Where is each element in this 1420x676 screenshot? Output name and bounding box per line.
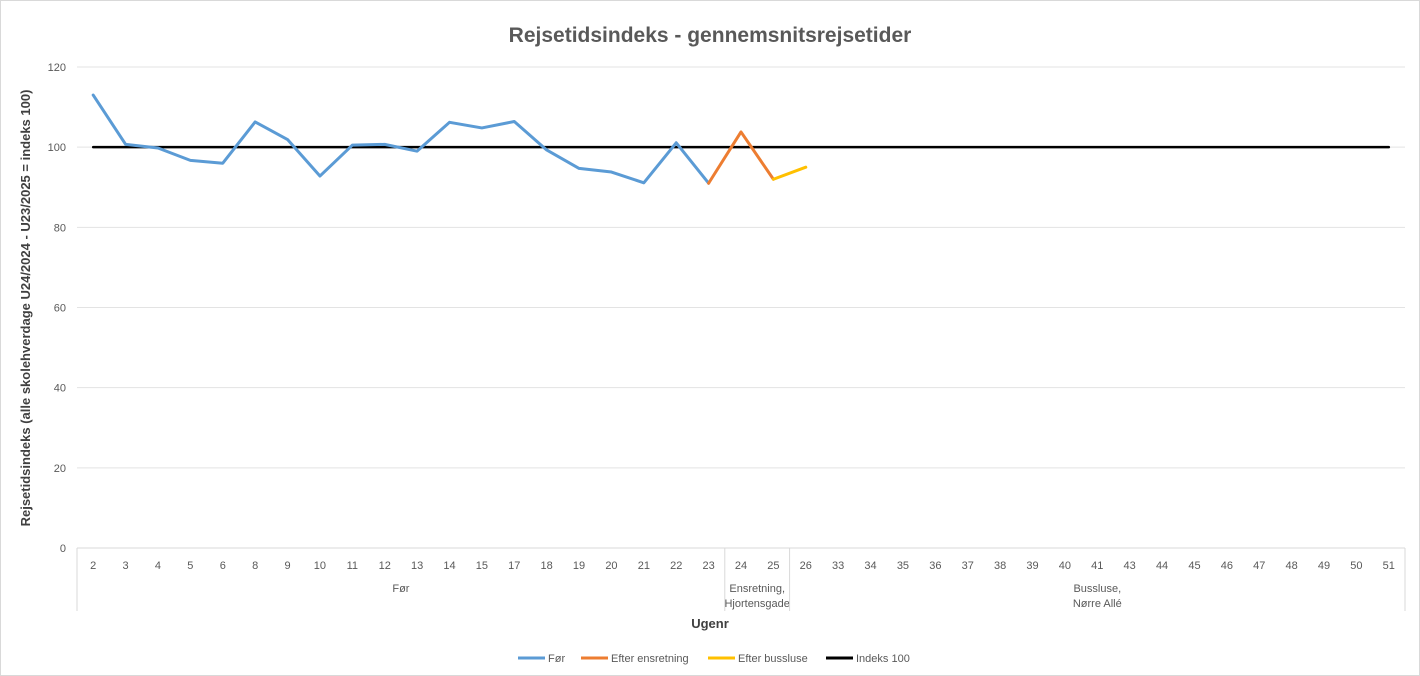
x-tick-label: 37 bbox=[962, 560, 974, 572]
y-tick-label: 120 bbox=[48, 62, 66, 74]
x-tick-label: 15 bbox=[476, 560, 488, 572]
x-tick-label: 25 bbox=[767, 560, 779, 572]
y-tick-label: 20 bbox=[54, 463, 66, 475]
series-line bbox=[771, 165, 808, 181]
x-group-label: Ensretning, Hjortensgade bbox=[724, 583, 789, 610]
x-tick-label: 50 bbox=[1350, 560, 1362, 572]
x-group-label: Bussluse, Nørre Allé bbox=[1073, 583, 1122, 610]
x-tick-label: 43 bbox=[1124, 560, 1136, 572]
y-tick-label: 60 bbox=[54, 303, 66, 315]
x-tick-label: 47 bbox=[1253, 560, 1265, 572]
legend-label: Før bbox=[548, 653, 565, 665]
x-tick-label: 9 bbox=[284, 560, 290, 572]
x-tick-label: 24 bbox=[735, 560, 747, 572]
x-tick-label: 18 bbox=[541, 560, 553, 572]
x-tick-label: 4 bbox=[155, 560, 161, 572]
x-tick-label: 14 bbox=[443, 560, 455, 572]
y-tick-label: 40 bbox=[54, 383, 66, 395]
chart-title: Rejsetidsindeks - gennemsnitsrejsetider bbox=[509, 24, 912, 47]
x-tick-label: 17 bbox=[508, 560, 520, 572]
x-tick-label: 3 bbox=[123, 560, 129, 572]
x-tick-label: 23 bbox=[702, 560, 714, 572]
x-axis: 2 3 4 5 6 8 9 10 11 12 13 14 15 17 18 19 20 21 22 23 24 25 26 3… bbox=[76, 548, 1406, 611]
y-tick-label: 100 bbox=[48, 142, 66, 154]
y-axis-ticks: 0 20 40 60 80 100 120 bbox=[48, 62, 66, 555]
legend-label: Efter bussluse bbox=[738, 653, 808, 665]
x-tick-label: 41 bbox=[1091, 560, 1103, 572]
x-tick-label: 26 bbox=[800, 560, 812, 572]
x-tick-label: 6 bbox=[220, 560, 226, 572]
series-lines bbox=[91, 93, 1391, 185]
x-tick-label: 35 bbox=[897, 560, 909, 572]
x-tick-label: 38 bbox=[994, 560, 1006, 572]
legend-label: Efter ensretning bbox=[611, 653, 689, 665]
x-tick-label: 22 bbox=[670, 560, 682, 572]
x-tick-label: 33 bbox=[832, 560, 844, 572]
x-tick-label: 20 bbox=[605, 560, 617, 572]
x-tick-label: 21 bbox=[638, 560, 650, 572]
x-tick-label: 34 bbox=[864, 560, 876, 572]
legend: Før Efter ensretning Efter bussluse Indeks … bbox=[518, 653, 910, 665]
legend-label: Indeks 100 bbox=[856, 653, 910, 665]
x-axis-title: Ugenr bbox=[691, 616, 729, 631]
x-tick-label: 46 bbox=[1221, 560, 1233, 572]
x-tick-label: 11 bbox=[347, 560, 358, 572]
x-tick-label: 2 bbox=[90, 560, 96, 572]
x-tick-label: 5 bbox=[187, 560, 193, 572]
x-tick-label: 13 bbox=[411, 560, 423, 572]
x-tick-label: 8 bbox=[252, 560, 258, 572]
x-group-label: Før bbox=[392, 583, 409, 595]
x-tick-label: 40 bbox=[1059, 560, 1071, 572]
x-tick-label: 12 bbox=[379, 560, 391, 572]
x-tick-label: 19 bbox=[573, 560, 585, 572]
x-tick-label: 49 bbox=[1318, 560, 1330, 572]
series-line bbox=[707, 130, 775, 185]
x-tick-label: 10 bbox=[314, 560, 326, 572]
series-line bbox=[91, 93, 711, 185]
x-tick-label: 48 bbox=[1286, 560, 1298, 572]
x-tick-label: 51 bbox=[1383, 560, 1395, 572]
gridlines bbox=[77, 66, 1405, 549]
x-tick-label: 44 bbox=[1156, 560, 1168, 572]
x-tick-label: 45 bbox=[1188, 560, 1200, 572]
y-tick-label: 0 bbox=[60, 543, 66, 555]
y-tick-label: 80 bbox=[54, 222, 66, 234]
x-tick-label: 39 bbox=[1026, 560, 1038, 572]
x-tick-label: 36 bbox=[929, 560, 941, 572]
y-axis-title: Rejsetidsindeks (alle skolehverdage U24/… bbox=[18, 90, 33, 527]
